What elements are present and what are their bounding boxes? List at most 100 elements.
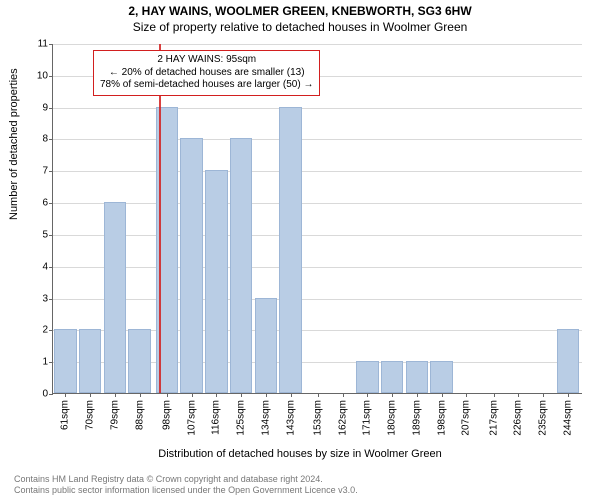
xtick-label: 207sqm (461, 400, 472, 436)
histogram-bar (230, 138, 253, 393)
histogram-bar (79, 329, 102, 393)
callout-line3: 78% of semi-detached houses are larger (… (100, 79, 313, 92)
histogram-bar (356, 361, 379, 393)
histogram-bar (430, 361, 453, 393)
gridline (53, 108, 582, 109)
histogram-bar (557, 329, 580, 393)
reference-line (159, 44, 161, 393)
histogram-bar (255, 298, 278, 393)
ytick-label: 6 (20, 198, 48, 209)
xtick-mark (568, 393, 569, 397)
xtick-mark (241, 393, 242, 397)
xtick-label: 79sqm (109, 400, 120, 430)
chart-title-block: 2, HAY WAINS, WOOLMER GREEN, KNEBWORTH, … (0, 0, 600, 34)
xtick-label: 180sqm (387, 400, 398, 436)
ytick-label: 5 (20, 229, 48, 240)
ytick-label: 10 (20, 70, 48, 81)
xtick-mark (266, 393, 267, 397)
ytick-label: 7 (20, 166, 48, 177)
footer-line2: Contains public sector information licen… (14, 485, 358, 496)
xtick-label: 70sqm (85, 400, 96, 430)
gridline (53, 235, 582, 236)
xtick-label: 61sqm (60, 400, 71, 430)
xtick-label: 98sqm (161, 400, 172, 430)
ytick-mark (49, 330, 53, 331)
title-subtitle: Size of property relative to detached ho… (0, 20, 600, 34)
xtick-mark (417, 393, 418, 397)
histogram-bar (180, 138, 203, 393)
xtick-label: 217sqm (488, 400, 499, 436)
histogram-bar (128, 329, 151, 393)
xtick-label: 189sqm (411, 400, 422, 436)
ytick-label: 4 (20, 261, 48, 272)
gridline (53, 171, 582, 172)
title-address: 2, HAY WAINS, WOOLMER GREEN, KNEBWORTH, … (0, 4, 600, 18)
xtick-label: 198sqm (436, 400, 447, 436)
xtick-mark (140, 393, 141, 397)
xtick-mark (466, 393, 467, 397)
xtick-label: 226sqm (513, 400, 524, 436)
xtick-mark (65, 393, 66, 397)
ytick-label: 3 (20, 293, 48, 304)
ytick-mark (49, 267, 53, 268)
xtick-mark (367, 393, 368, 397)
ytick-label: 0 (20, 389, 48, 400)
ytick-label: 9 (20, 102, 48, 113)
xtick-mark (318, 393, 319, 397)
x-axis-label: Distribution of detached houses by size … (0, 448, 600, 460)
xtick-label: 125sqm (236, 400, 247, 436)
histogram-bar (381, 361, 404, 393)
histogram-bar (279, 107, 302, 393)
ytick-label: 8 (20, 134, 48, 145)
xtick-label: 107sqm (186, 400, 197, 436)
ytick-label: 11 (20, 39, 48, 50)
callout-line1: 2 HAY WAINS: 95sqm (100, 54, 313, 67)
xtick-label: 134sqm (260, 400, 271, 436)
xtick-mark (543, 393, 544, 397)
callout-line2: ← 20% of detached houses are smaller (13… (100, 67, 313, 80)
xtick-label: 88sqm (134, 400, 145, 430)
xtick-label: 143sqm (285, 400, 296, 436)
xtick-label: 235sqm (538, 400, 549, 436)
histogram-bar (406, 361, 429, 393)
gridline (53, 267, 582, 268)
xtick-mark (90, 393, 91, 397)
xtick-mark (291, 393, 292, 397)
xtick-label: 162sqm (337, 400, 348, 436)
y-axis-label: Number of detached properties (8, 68, 20, 220)
xtick-mark (167, 393, 168, 397)
xtick-mark (343, 393, 344, 397)
ytick-mark (49, 171, 53, 172)
ytick-mark (49, 108, 53, 109)
ytick-mark (49, 203, 53, 204)
histogram-bar (205, 170, 228, 393)
xtick-label: 171sqm (362, 400, 373, 436)
ytick-mark (49, 235, 53, 236)
xtick-mark (494, 393, 495, 397)
gridline (53, 139, 582, 140)
gridline (53, 203, 582, 204)
plot-area: 0123456789101161sqm70sqm79sqm88sqm98sqm1… (52, 44, 582, 394)
xtick-mark (392, 393, 393, 397)
ytick-label: 2 (20, 325, 48, 336)
ytick-mark (49, 44, 53, 45)
xtick-label: 116sqm (211, 400, 222, 435)
xtick-mark (115, 393, 116, 397)
histogram-bar (54, 329, 77, 393)
ytick-mark (49, 299, 53, 300)
xtick-label: 244sqm (562, 400, 573, 436)
xtick-mark (216, 393, 217, 397)
callout-box: 2 HAY WAINS: 95sqm← 20% of detached hous… (93, 50, 320, 96)
xtick-mark (442, 393, 443, 397)
ytick-mark (49, 76, 53, 77)
ytick-mark (49, 139, 53, 140)
xtick-label: 153sqm (313, 400, 324, 436)
footer-line1: Contains HM Land Registry data © Crown c… (14, 474, 358, 485)
gridline (53, 299, 582, 300)
footer-attribution: Contains HM Land Registry data © Crown c… (14, 474, 358, 496)
ytick-mark (49, 394, 53, 395)
histogram-bar (104, 202, 127, 393)
ytick-mark (49, 362, 53, 363)
xtick-mark (518, 393, 519, 397)
ytick-label: 1 (20, 357, 48, 368)
